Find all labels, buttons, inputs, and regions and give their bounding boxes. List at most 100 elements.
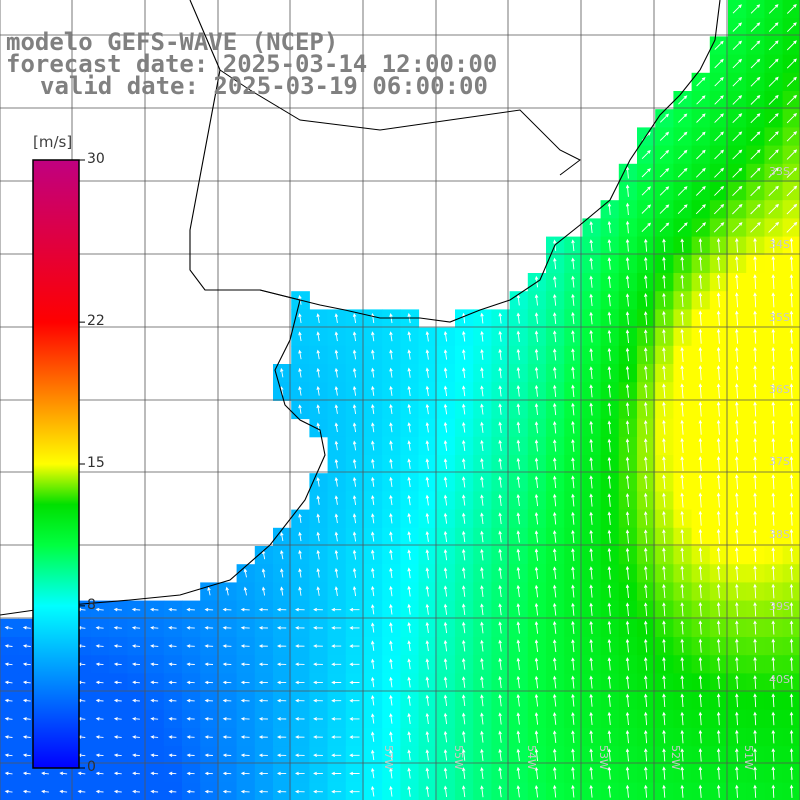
lat-label: 34S — [769, 238, 790, 251]
wind-arrow — [480, 512, 484, 525]
wind-arrow — [480, 621, 484, 634]
wind-arrow — [680, 620, 684, 635]
wind-arrow — [461, 512, 466, 524]
wind-arrow — [589, 475, 593, 489]
wind-arrow — [552, 675, 557, 689]
wind-arrow — [407, 585, 411, 597]
wind-arrow — [768, 94, 779, 105]
wind-arrow — [680, 419, 684, 435]
wind-arrow — [461, 585, 466, 597]
wind-arrow — [680, 583, 684, 599]
wind-arrow — [334, 513, 339, 524]
wind-arrow — [552, 511, 557, 525]
wind-arrow — [168, 644, 177, 648]
wind-arrow — [534, 766, 539, 780]
wind-arrow — [261, 586, 266, 596]
wind-arrow — [714, 185, 725, 196]
wind-arrow — [607, 693, 612, 707]
wind-arrow — [407, 785, 411, 797]
wind-arrow — [698, 456, 703, 472]
wind-arrow — [77, 771, 86, 776]
wind-arrow — [571, 639, 575, 653]
wind-arrow — [789, 784, 794, 798]
wind-arrow — [589, 438, 593, 453]
wind-arrow — [753, 583, 757, 599]
wind-arrow — [534, 384, 539, 397]
wind-arrow — [735, 437, 739, 453]
wind-arrow — [680, 675, 684, 689]
wind-arrow — [443, 421, 448, 433]
colorbar-label: 30 — [87, 151, 105, 167]
wind-arrow — [716, 766, 721, 780]
wind-arrow — [243, 568, 248, 578]
wind-arrow — [716, 729, 721, 744]
wind-arrow — [571, 693, 575, 707]
wind-arrow — [716, 383, 721, 399]
wind-arrow — [680, 492, 684, 508]
wind-arrow — [204, 789, 213, 794]
wind-arrow — [534, 312, 539, 324]
wind-arrow — [625, 401, 630, 417]
wind-arrow — [113, 662, 122, 666]
wind-arrow — [771, 419, 775, 435]
wind-arrow — [607, 347, 612, 362]
wind-arrow — [498, 494, 502, 506]
wind-arrow — [698, 583, 703, 599]
wind-arrow — [552, 457, 557, 470]
wind-arrow — [732, 131, 743, 142]
wind-arrow — [407, 531, 411, 542]
wind-arrow — [789, 675, 794, 689]
wind-arrow — [571, 439, 575, 452]
wind-arrow — [480, 694, 484, 707]
wind-arrow — [771, 583, 775, 599]
wind-arrow — [789, 419, 794, 435]
wind-arrow — [735, 328, 739, 344]
wind-arrow — [4, 662, 13, 666]
wind-arrow — [716, 565, 721, 581]
wind-arrow — [4, 789, 13, 794]
wind-arrow — [316, 495, 320, 505]
wind-arrow — [643, 420, 648, 435]
wind-arrow — [498, 348, 502, 361]
wind-arrow — [334, 477, 339, 487]
wind-arrow — [607, 675, 612, 689]
wind-arrow — [132, 771, 140, 776]
wind-arrow — [4, 717, 13, 721]
wind-arrow — [768, 4, 779, 14]
wind-arrow — [516, 348, 521, 361]
wind-arrow — [461, 548, 466, 561]
wind-arrow — [698, 274, 703, 289]
wind-arrow — [571, 239, 575, 252]
wind-arrow — [716, 401, 721, 417]
wind-arrow — [625, 166, 630, 179]
wind-arrow — [607, 366, 612, 380]
wind-arrow — [735, 547, 739, 563]
wind-arrow — [698, 401, 703, 417]
wind-arrow — [240, 698, 250, 703]
wind-arrow — [461, 439, 466, 451]
wind-arrow — [589, 293, 593, 307]
wind-arrow — [625, 474, 630, 489]
wind-arrow — [407, 349, 411, 360]
wind-arrow — [607, 620, 612, 635]
wind-arrow — [480, 785, 484, 798]
wind-arrow — [95, 789, 104, 794]
wind-arrow — [680, 693, 684, 708]
wind-arrow — [95, 735, 104, 739]
wind-arrow — [331, 771, 342, 776]
wind-arrow — [295, 698, 305, 703]
wind-arrow — [735, 419, 739, 435]
wind-arrow — [298, 331, 302, 342]
wind-arrow — [698, 656, 703, 671]
wind-arrow — [625, 184, 630, 197]
wind-arrow — [771, 693, 775, 708]
wind-arrow — [204, 644, 214, 648]
wind-arrow — [643, 256, 648, 271]
wind-arrow — [334, 586, 339, 596]
wind-arrow — [149, 607, 159, 612]
wind-arrow — [789, 656, 794, 671]
wind-arrow — [643, 693, 648, 707]
wind-arrow — [625, 420, 630, 435]
wind-arrow — [589, 711, 593, 725]
wind-arrow — [280, 586, 284, 596]
